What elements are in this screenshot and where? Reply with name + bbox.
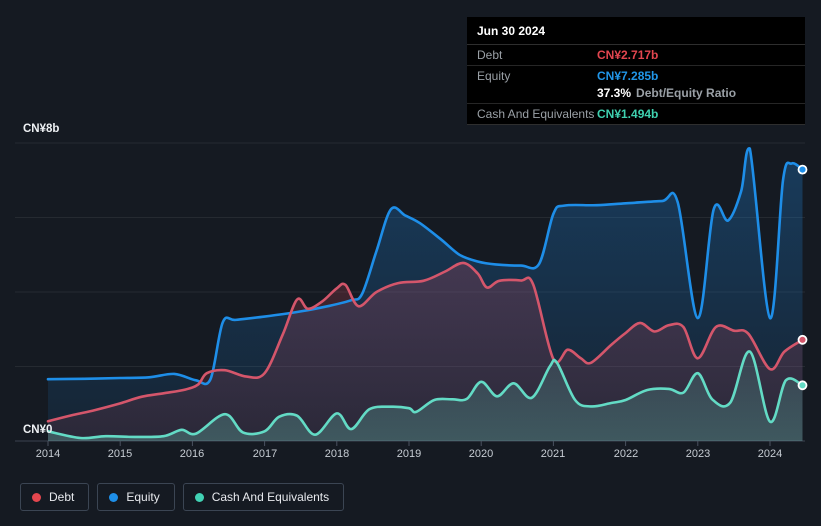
tooltip-equity-value: CN¥7.285b — [597, 69, 659, 83]
tooltip-cash-value: CN¥1.494b — [597, 107, 659, 121]
x-axis-label: 2014 — [35, 448, 61, 460]
tooltip-row-debt: Debt CN¥2.717b — [467, 45, 805, 66]
legend-debt-label: Debt — [49, 490, 75, 504]
x-axis-label: 2015 — [107, 448, 133, 460]
x-axis-label: 2022 — [613, 448, 639, 460]
equity-series-dot — [109, 492, 119, 502]
y-axis-zero-label: CN¥0 — [23, 424, 53, 436]
tooltip-equity-label: Equity — [477, 69, 511, 83]
x-axis-label: 2019 — [396, 448, 422, 460]
cash-series-dot — [194, 492, 204, 502]
legend-item-equity[interactable]: Equity — [97, 483, 175, 511]
debt-series-dot — [32, 492, 41, 502]
legend-item-cash[interactable]: Cash And Equivalents — [182, 483, 345, 511]
tooltip-cash-label: Cash And Equivalents — [477, 107, 595, 121]
tooltip-debt-label: Debt — [477, 48, 503, 62]
tooltip-row-cash: Cash And Equivalents CN¥1.494b — [467, 104, 805, 124]
legend-cash-label: Cash And Equivalents — [211, 490, 330, 504]
tooltip-row-equity: Equity CN¥7.285b — [467, 66, 805, 86]
x-axis-label: 2020 — [468, 448, 494, 460]
tooltip-ratio-label: Debt/Equity Ratio — [636, 86, 737, 100]
tooltip-date: Jun 30 2024 — [467, 17, 805, 45]
x-axis-label: 2018 — [324, 448, 350, 460]
x-axis-label: 2017 — [252, 448, 278, 460]
x-axis-label: 2016 — [179, 448, 205, 460]
chart-tooltip: Jun 30 2024 Debt CN¥2.717b Equity CN¥7.2… — [467, 17, 805, 125]
x-axis-label: 2024 — [757, 448, 783, 460]
tooltip-ratio-value: 37.3% — [597, 86, 632, 100]
legend-equity-label: Equity — [126, 490, 160, 504]
tooltip-row-ratio: 37.3% Debt/Equity Ratio — [467, 86, 805, 104]
legend-item-debt[interactable]: Debt — [20, 483, 90, 511]
y-axis-max-label: CN¥8b — [23, 123, 60, 135]
x-axis-label: 2023 — [685, 448, 711, 460]
chart-legend: Debt Equity Cash And Equivalents — [20, 483, 345, 511]
x-axis-label: 2021 — [540, 448, 566, 460]
tooltip-debt-value: CN¥2.717b — [597, 48, 659, 62]
